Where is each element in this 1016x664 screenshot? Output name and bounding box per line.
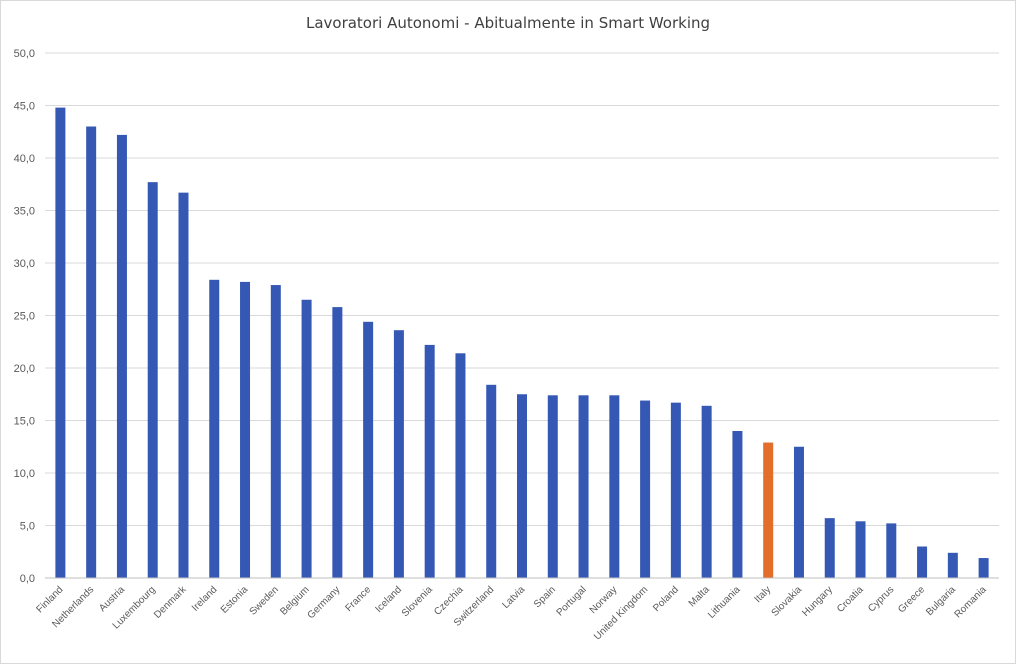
x-tick-label: Denmark bbox=[152, 584, 189, 621]
x-tick-label: Romania bbox=[953, 584, 989, 620]
x-tick-label: Slovenia bbox=[400, 584, 435, 619]
bar-italy bbox=[763, 442, 774, 578]
chart-title: Lavoratori Autonomi - Abitualmente in Sm… bbox=[305, 14, 711, 32]
x-tick-label: United Kingdom bbox=[592, 584, 650, 642]
y-tick-label: 0,0 bbox=[20, 573, 35, 585]
bar-latvia bbox=[517, 394, 527, 578]
y-tick-label: 10,0 bbox=[14, 468, 35, 480]
x-tick-label: Germany bbox=[306, 584, 343, 621]
x-tick-label: Greece bbox=[896, 584, 927, 615]
x-tick-label: Poland bbox=[651, 584, 681, 614]
bar-greece bbox=[917, 546, 928, 578]
bar-united-kingdom bbox=[640, 400, 651, 578]
bar-slovenia bbox=[424, 344, 435, 578]
bar-bulgaria bbox=[947, 552, 958, 578]
y-tick-label: 40,0 bbox=[14, 153, 35, 165]
bar-hungary bbox=[824, 518, 835, 578]
x-tick-label: Latvia bbox=[500, 584, 527, 611]
x-tick-label: Estonia bbox=[219, 584, 251, 616]
bar-denmark bbox=[178, 192, 189, 578]
y-tick-label: 5,0 bbox=[20, 521, 35, 533]
bar-poland bbox=[670, 402, 681, 578]
x-tick-label: Ireland bbox=[190, 584, 219, 613]
bar-ireland bbox=[209, 279, 220, 578]
bar-slovakia bbox=[793, 446, 804, 578]
bar-austria bbox=[116, 134, 127, 578]
x-tick-label: Malta bbox=[687, 584, 712, 609]
bar-cyprus bbox=[886, 523, 897, 578]
bar-switzerland bbox=[486, 384, 497, 578]
bar-norway bbox=[609, 395, 620, 578]
x-tick-label: Sweden bbox=[248, 584, 281, 617]
bar-romania bbox=[978, 558, 989, 578]
y-tick-label: 30,0 bbox=[14, 258, 35, 270]
y-tick-label: 50,0 bbox=[14, 48, 35, 60]
x-tick-label: Croatia bbox=[835, 584, 866, 615]
y-tick-label: 45,0 bbox=[14, 101, 35, 113]
x-tick-label: Hungary bbox=[800, 584, 835, 619]
x-tick-label: France bbox=[343, 584, 373, 614]
bar-czechia bbox=[455, 353, 466, 578]
x-tick-label: Italy bbox=[753, 584, 774, 605]
bar-sweden bbox=[270, 285, 281, 578]
bar-germany bbox=[332, 307, 343, 578]
bar-estonia bbox=[240, 281, 251, 578]
bar-lithuania bbox=[732, 431, 743, 578]
bar-malta bbox=[701, 405, 712, 578]
bar-spain bbox=[547, 395, 558, 578]
x-tick-label: Lithuania bbox=[706, 584, 743, 621]
x-tick-label: Spain bbox=[532, 584, 558, 610]
bar-finland bbox=[55, 107, 66, 578]
x-tick-label: Iceland bbox=[373, 584, 404, 615]
bar-croatia bbox=[855, 521, 866, 578]
y-tick-label: 25,0 bbox=[14, 311, 35, 323]
y-tick-label: 15,0 bbox=[14, 416, 35, 428]
x-tick-label: Cyprus bbox=[866, 584, 896, 614]
bar-netherlands bbox=[86, 126, 97, 578]
bar-portugal bbox=[578, 395, 589, 578]
bar-iceland bbox=[393, 330, 404, 578]
x-tick-label: Austria bbox=[97, 584, 127, 614]
y-tick-label: 20,0 bbox=[14, 363, 35, 375]
bar-belgium bbox=[301, 299, 312, 578]
bar-luxembourg bbox=[147, 182, 158, 578]
x-tick-label: Slovakia bbox=[770, 584, 805, 619]
y-tick-label: 35,0 bbox=[14, 206, 35, 218]
x-tick-label: Portugal bbox=[555, 584, 589, 618]
bar-france bbox=[363, 321, 374, 578]
